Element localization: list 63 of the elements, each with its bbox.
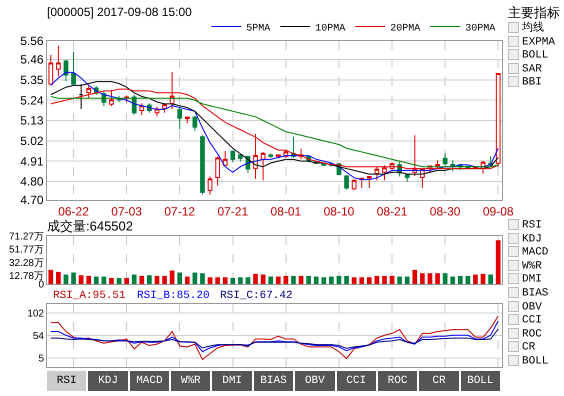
text: KDJ xyxy=(522,233,542,245)
text: RSI_B:85.20 xyxy=(137,290,210,302)
text: BOLL xyxy=(522,355,548,368)
text: CR xyxy=(522,342,536,354)
y-tick-label: 5.24 xyxy=(20,93,44,108)
y-tick-label: 54 xyxy=(32,330,44,342)
y-tick-label: 5.46 xyxy=(20,52,44,67)
x-tick-label: 08-30 xyxy=(430,204,461,218)
chart-title: [000005] 2017-09-08 15:00 xyxy=(47,5,192,20)
text: KDJ xyxy=(88,371,130,391)
text: OBV xyxy=(295,371,337,391)
text: EXPMA xyxy=(522,36,556,48)
text: ROC xyxy=(378,371,420,391)
text: RSI xyxy=(522,219,542,232)
text: SAR xyxy=(522,63,542,76)
text: DMI xyxy=(212,371,254,391)
legend-label: 20PMA xyxy=(390,23,420,34)
y-tick-label: 51.77万 xyxy=(8,244,44,256)
chart-title: 成交量:645502 xyxy=(47,218,133,234)
text: W%R xyxy=(522,260,542,272)
y-tick-label: 5.13 xyxy=(20,114,44,128)
y-tick-label: 5.35 xyxy=(20,73,44,88)
x-tick-label: 06-22 xyxy=(58,204,90,218)
text: CCI xyxy=(336,371,378,391)
text: BOLL xyxy=(522,50,548,62)
y-tick-label: 5.56 xyxy=(20,34,44,48)
text: CCI xyxy=(522,314,542,327)
text: RSI xyxy=(47,371,88,391)
legend-label: 10PMA xyxy=(315,23,346,34)
x-tick-label: 07-12 xyxy=(164,204,196,218)
y-tick-label: 12.78万 xyxy=(8,270,44,282)
text: OBV xyxy=(522,300,542,313)
y-tick-label: 5 xyxy=(38,354,44,365)
text: BIAS xyxy=(522,287,548,300)
x-tick-label: 07-21 xyxy=(217,204,248,218)
legend-label: 30PMA xyxy=(465,23,496,34)
text: CR xyxy=(419,371,461,391)
text: BIAS xyxy=(254,371,296,391)
y-tick-label: 102 xyxy=(27,308,44,320)
series-label: RSI_A:95.51 xyxy=(53,290,126,302)
y-tick-label: 4.91 xyxy=(20,154,44,168)
text: RSI_C:67.42 xyxy=(220,290,293,302)
x-tick-label: 09-08 xyxy=(482,204,514,218)
x-tick-label: 08-21 xyxy=(376,204,408,218)
text: DMI xyxy=(522,274,542,286)
y-tick-label: 4.70 xyxy=(20,193,44,208)
y-tick-label: 0 xyxy=(38,280,44,290)
legend-label: 5PMA xyxy=(246,23,270,34)
y-tick-label: 71.27万 xyxy=(8,232,44,242)
x-tick-label: 07-03 xyxy=(111,204,142,218)
y-tick-label: 5.02 xyxy=(20,134,44,148)
text: 主要指标 xyxy=(508,6,561,22)
text: BBI xyxy=(522,76,542,89)
text: MACD xyxy=(522,246,548,259)
text: MACD xyxy=(130,371,172,391)
y-tick-label: 4.80 xyxy=(20,174,44,189)
text: BOLL xyxy=(460,371,502,391)
x-tick-label: 08-10 xyxy=(324,204,355,218)
y-tick-label: 32.28万 xyxy=(8,258,44,269)
text: W%R xyxy=(171,371,212,391)
text: ROC xyxy=(522,328,542,340)
text: 均线 xyxy=(522,22,544,34)
x-tick-label: 08-01 xyxy=(270,204,302,218)
